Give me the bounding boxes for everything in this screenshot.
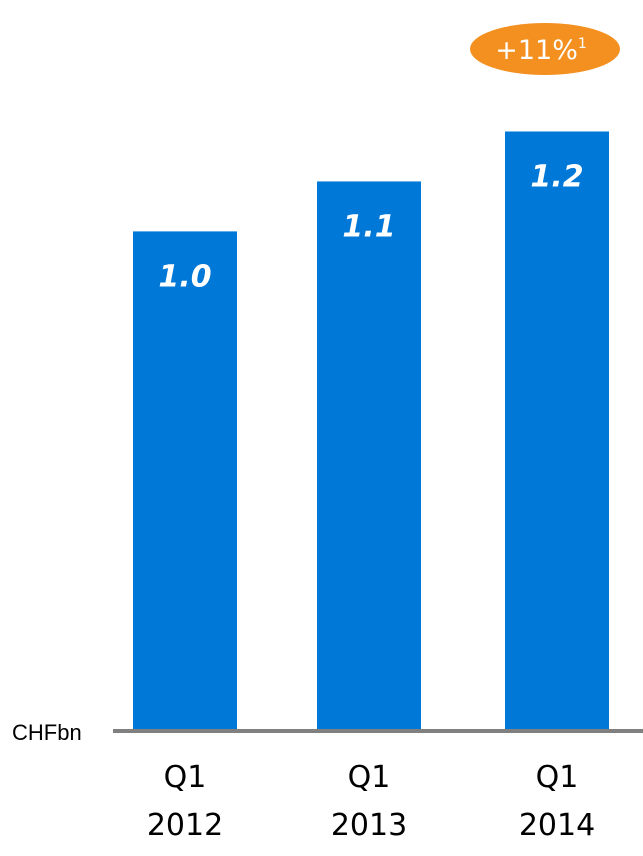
bar-q1-2012 [133,231,237,732]
growth-badge: +11%1 [470,23,620,75]
x-tick-label-quarter: Q1 [536,760,579,795]
growth-badge-text: +11% [495,35,578,66]
unit-label: CHFbn [12,720,82,745]
bar-q1-2014 [505,131,609,731]
x-tick-label-year: 2012 [147,808,223,843]
bar-value-label: 1.0 [158,259,211,294]
bars-group: 1.0 1.1 1.2 [133,131,609,732]
x-tick-labels: Q1 2012 Q1 2013 Q1 2014 [147,760,595,843]
bar-q1-2013 [317,181,421,732]
growth-badge-footnote: 1 [578,36,587,52]
growth-badge-label: +11%1 [495,35,587,66]
x-tick-label-quarter: Q1 [164,760,207,795]
bar-value-label: 1.1 [342,209,395,244]
x-tick-label-quarter: Q1 [348,760,391,795]
x-tick-label-year: 2013 [331,808,407,843]
x-tick-label-year: 2014 [519,808,595,843]
growth-badge-oval [470,23,620,75]
bar-value-label: 1.2 [530,159,583,194]
